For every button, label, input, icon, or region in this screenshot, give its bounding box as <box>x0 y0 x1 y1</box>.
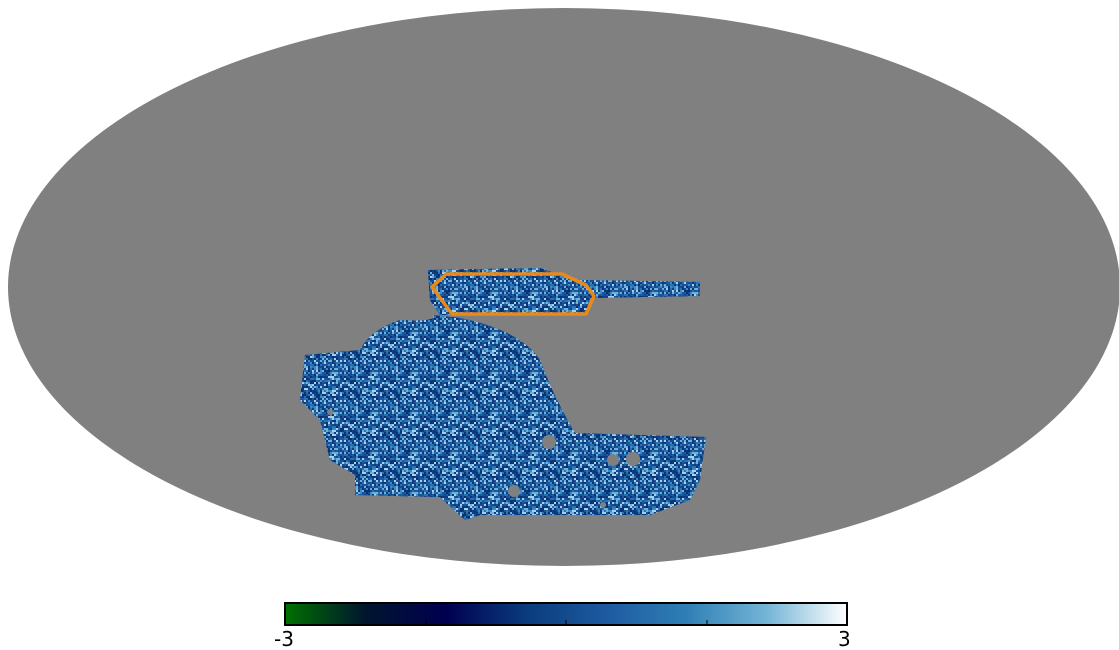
mask-hole <box>508 485 520 497</box>
colorbar-max-label: 3 <box>838 627 851 650</box>
mask-hole <box>542 435 556 449</box>
colorbar-fill <box>285 603 847 625</box>
mask-hole <box>600 502 606 508</box>
colorbar-min-label: -3 <box>274 627 294 650</box>
mask-hole <box>626 452 640 466</box>
highlight-region-outline <box>430 272 596 316</box>
masked-holes <box>327 409 640 508</box>
mask-hole <box>327 409 333 415</box>
colorbar <box>284 602 848 626</box>
mask-hole <box>607 454 619 466</box>
